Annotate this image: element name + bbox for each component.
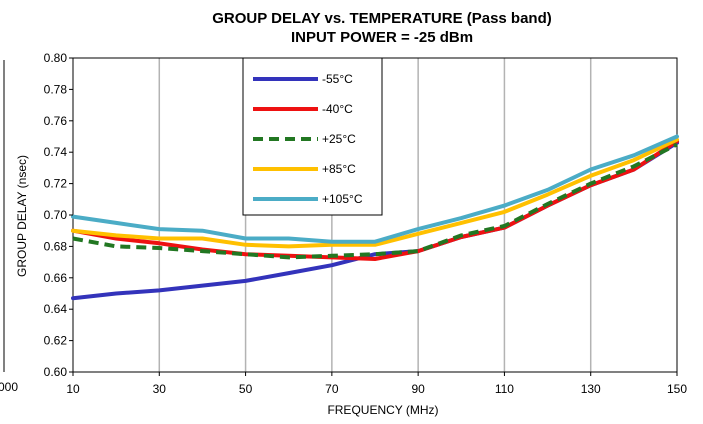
y-axis-label: GROUP DELAY (nsec) <box>15 155 29 277</box>
y-tick-label: 0.72 <box>44 177 68 191</box>
legend-label-4: +105°C <box>322 192 363 206</box>
legend-label-3: +85°C <box>322 162 356 176</box>
x-tick-label: 10 <box>66 382 80 396</box>
chart-title: GROUP DELAY vs. TEMPERATURE (Pass band) <box>212 10 552 27</box>
legend: -55°C -40°C +25°C +85°C +105°C <box>242 57 383 216</box>
legend-label-1: -40°C <box>322 102 353 116</box>
y-tick-label: 0.62 <box>44 334 68 348</box>
legend-label-2: +25°C <box>322 132 356 146</box>
y-tick-label: 0.76 <box>44 114 68 128</box>
x-tick-label: 90 <box>411 382 425 396</box>
y-tick-label: 0.78 <box>44 82 68 96</box>
series-lines <box>71 134 679 301</box>
legend-box <box>242 57 383 216</box>
y-tick-label: 0.80 <box>44 51 68 65</box>
y-tick-label: 0.60 <box>44 365 68 379</box>
series-line-4 <box>71 134 679 244</box>
fragment-tick-label: 000 <box>0 380 18 394</box>
x-tick-label: 50 <box>239 382 253 396</box>
y-tick-label: 0.68 <box>44 239 68 253</box>
y-tick-label: 0.74 <box>44 145 68 159</box>
y-tick-label: 0.64 <box>44 302 68 316</box>
x-axis-label: FREQUENCY (MHz) <box>327 403 438 417</box>
x-tick-label: 70 <box>325 382 339 396</box>
y-tick-label: 0.66 <box>44 271 68 285</box>
y-axis-ticks: 0.60 0.62 0.64 0.66 0.68 0.70 0.72 0.74 0.76 0.78… <box>44 51 73 379</box>
series-line-3 <box>71 137 679 249</box>
x-tick-label: 150 <box>667 382 687 396</box>
legend-label-0: -55°C <box>322 72 353 86</box>
x-tick-label: 30 <box>153 382 167 396</box>
x-tick-label: 130 <box>581 382 601 396</box>
left-chart-fragment: 000 <box>0 60 18 394</box>
y-tick-label: 0.70 <box>44 208 68 222</box>
chart-subtitle: INPUT POWER = -25 dBm <box>291 29 473 46</box>
x-axis-ticks: 10 30 50 70 90 110 130 150 <box>66 372 687 396</box>
x-tick-label: 110 <box>495 382 514 396</box>
series-line-2 <box>72 142 678 260</box>
